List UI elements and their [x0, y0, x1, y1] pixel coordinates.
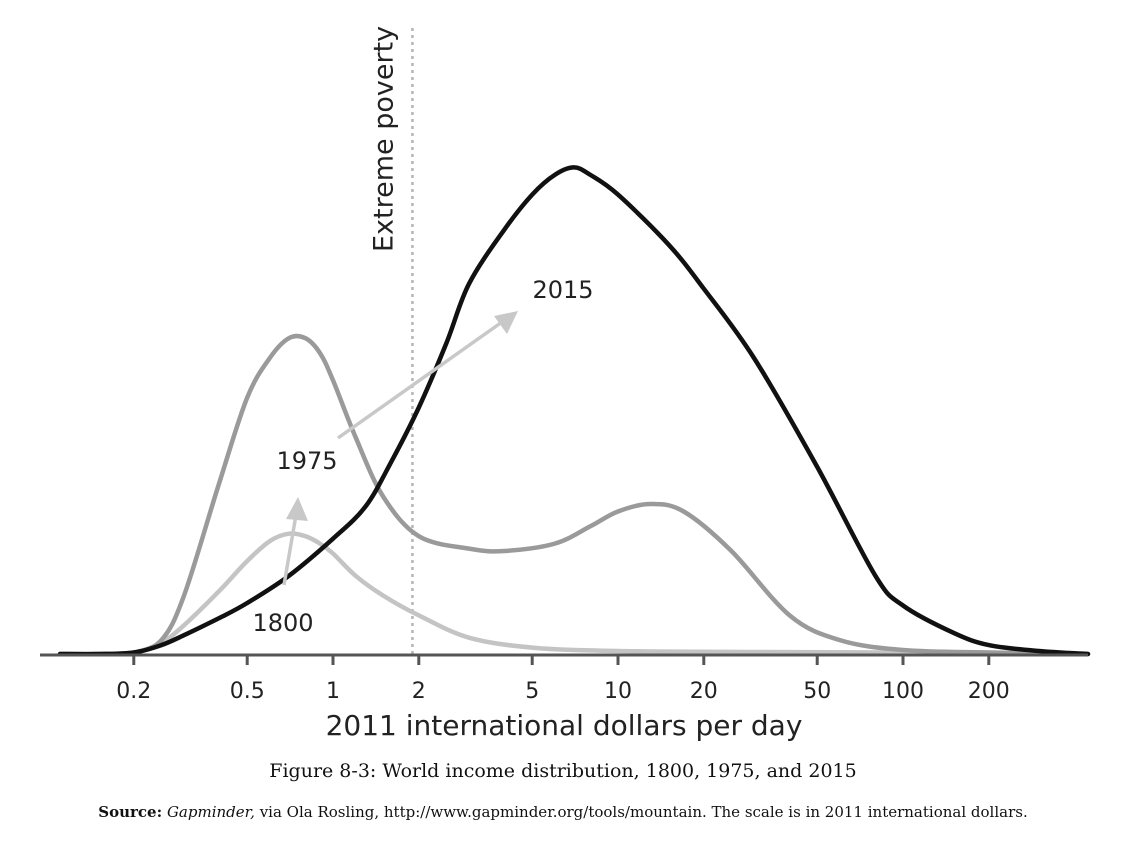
x-tick-label: 10: [604, 679, 632, 704]
source-note: Source: Gapminder, via Ola Rosling, http…: [0, 803, 1126, 821]
arrow-1975-to-2015: [336, 311, 518, 440]
series-line-1800: [57, 531, 1091, 657]
x-tick-label: 50: [803, 679, 831, 704]
x-tick-label: 100: [882, 679, 924, 704]
x-tick-label: 0.2: [116, 679, 151, 704]
x-tick-label: 2: [412, 679, 426, 704]
source-text: via Ola Rosling, http://www.gapminder.or…: [254, 803, 1028, 821]
x-axis-ticks: 0.2 0.5 1 2 5 10 20 50 100 200: [116, 655, 1010, 704]
x-tick-label: 1: [326, 679, 340, 704]
x-tick-label: 5: [525, 679, 539, 704]
series-line-2015: [57, 165, 1091, 657]
series-line-1975: [57, 333, 1091, 657]
figure-caption: Figure 8-3: World income distribution, 1…: [269, 760, 857, 782]
x-axis-title: 2011 international dollars per day: [326, 709, 803, 742]
source-name: Gapminder,: [166, 803, 255, 821]
arrow-1800-to-1975: [282, 497, 308, 586]
income-distribution-chart: Extreme poverty 1800 1975 2015 0.2 0.5 1 2 5…: [40, 26, 1091, 742]
series-label-2015: 2015: [532, 276, 593, 304]
source-label: Source:: [98, 803, 163, 821]
series-label-1975: 1975: [276, 447, 337, 475]
series-label-1800: 1800: [252, 609, 313, 637]
x-tick-label: 200: [968, 679, 1010, 704]
x-tick-label: 20: [690, 679, 718, 704]
extreme-poverty-label: Extreme poverty: [368, 26, 399, 252]
x-tick-label: 0.5: [230, 679, 265, 704]
